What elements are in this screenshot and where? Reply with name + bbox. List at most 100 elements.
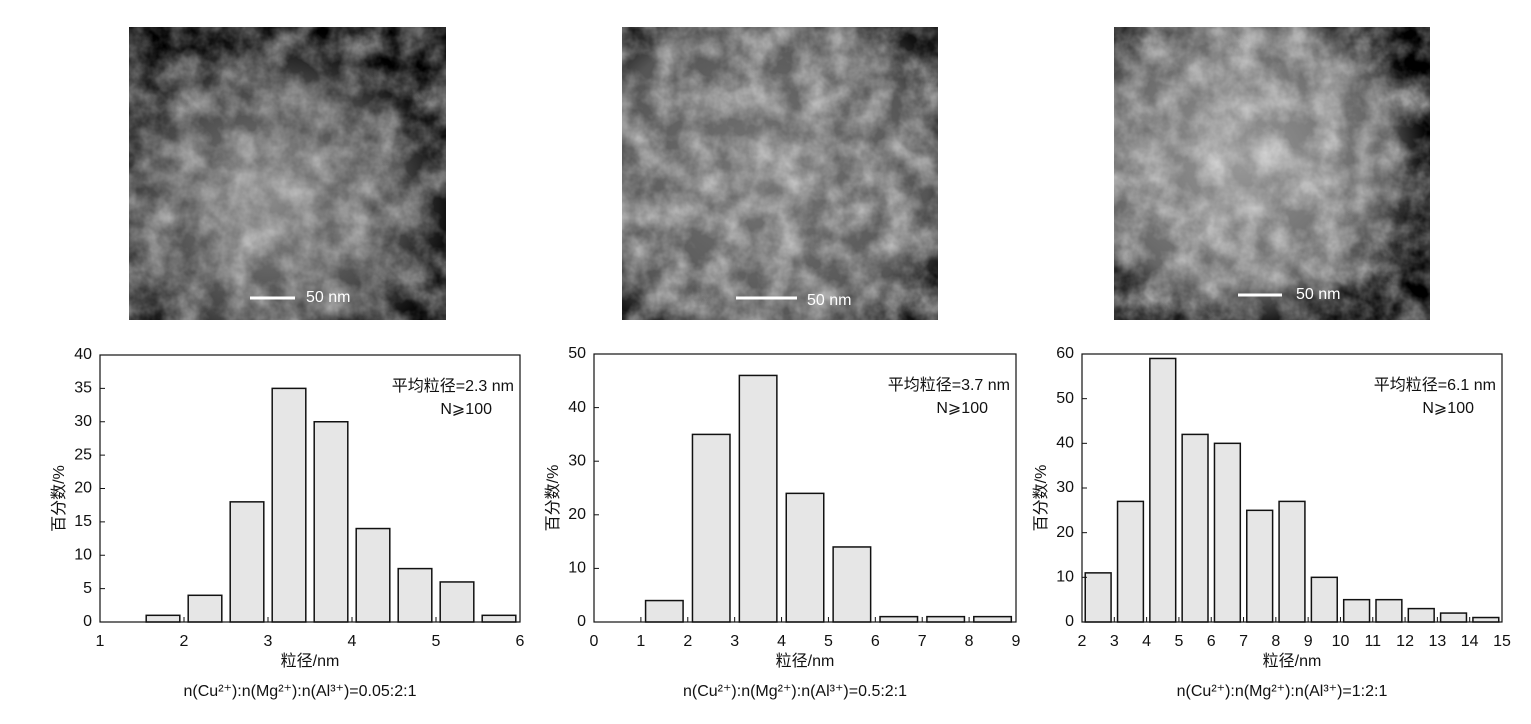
y-tick-label: 0 bbox=[1065, 613, 1074, 630]
x-tick-label: 7 bbox=[918, 633, 927, 650]
x-tick-label: 11 bbox=[1364, 633, 1381, 650]
bar bbox=[229, 501, 265, 623]
y-tick-label: 40 bbox=[1056, 435, 1074, 452]
y-tick-label: 0 bbox=[83, 613, 92, 630]
x-axis-label: 粒径/nm bbox=[1263, 652, 1322, 670]
annotation: 平均粒径=3.7 nm bbox=[888, 376, 1010, 394]
bar bbox=[1213, 442, 1242, 623]
bar bbox=[1246, 509, 1274, 623]
x-tick-label: 8 bbox=[1271, 633, 1280, 650]
x-tick-label: 1 bbox=[96, 633, 105, 650]
y-tick-label: 10 bbox=[568, 560, 586, 577]
x-tick-label: 2 bbox=[180, 633, 189, 650]
x-tick-label: 0 bbox=[590, 633, 599, 650]
x-tick-label: 6 bbox=[516, 633, 525, 650]
x-tick-label: 4 bbox=[777, 633, 786, 650]
bar bbox=[355, 527, 391, 623]
bar bbox=[738, 374, 778, 623]
bar bbox=[313, 421, 349, 623]
y-tick-label: 20 bbox=[74, 480, 92, 497]
x-tick-label: 1 bbox=[636, 633, 645, 650]
bar bbox=[1342, 598, 1371, 623]
annotation: N⩾100 bbox=[440, 401, 492, 418]
x-tick-label: 3 bbox=[730, 633, 739, 650]
y-axis-label: 百分数/% bbox=[1032, 465, 1050, 532]
bar bbox=[1278, 500, 1306, 623]
bar bbox=[1472, 616, 1500, 623]
bar bbox=[1181, 433, 1209, 623]
bar bbox=[926, 615, 966, 623]
annotation: N⩾100 bbox=[1422, 400, 1474, 417]
scale-bar-label: 50 nm bbox=[807, 292, 851, 309]
bar bbox=[187, 594, 223, 623]
x-tick-label: 9 bbox=[1012, 633, 1021, 650]
bar bbox=[644, 599, 684, 623]
y-tick-label: 10 bbox=[1056, 569, 1074, 586]
bar bbox=[785, 492, 825, 623]
y-tick-label: 50 bbox=[1056, 390, 1074, 407]
x-tick-label: 5 bbox=[1174, 633, 1183, 650]
y-tick-label: 10 bbox=[74, 546, 92, 563]
bar bbox=[973, 615, 1013, 623]
y-tick-label: 5 bbox=[83, 580, 92, 597]
annotation: 平均粒径=6.1 nm bbox=[1374, 376, 1496, 394]
annotation: N⩾100 bbox=[936, 400, 988, 417]
y-tick-label: 20 bbox=[568, 506, 586, 523]
micrograph: 50 nm bbox=[129, 27, 446, 320]
x-tick-label: 15 bbox=[1493, 633, 1511, 650]
y-axis-label: 百分数/% bbox=[50, 465, 68, 532]
y-tick-label: 50 bbox=[568, 345, 586, 362]
x-axis-label: 粒径/nm bbox=[776, 652, 835, 670]
bar bbox=[481, 614, 517, 623]
bar bbox=[1407, 607, 1435, 623]
bar bbox=[1310, 576, 1338, 623]
y-tick-label: 30 bbox=[74, 413, 92, 430]
bar bbox=[1149, 357, 1177, 623]
y-tick-label: 15 bbox=[74, 513, 92, 530]
y-tick-label: 0 bbox=[577, 613, 586, 630]
y-axis-label: 百分数/% bbox=[544, 465, 562, 532]
x-tick-label: 4 bbox=[348, 633, 357, 650]
y-tick-label: 30 bbox=[568, 452, 586, 469]
y-tick-label: 30 bbox=[1056, 479, 1074, 496]
bar bbox=[145, 614, 181, 623]
scale-bar-label: 50 nm bbox=[306, 289, 350, 306]
x-tick-label: 6 bbox=[1207, 633, 1216, 650]
x-tick-label: 5 bbox=[824, 633, 833, 650]
x-tick-label: 12 bbox=[1396, 633, 1414, 650]
y-tick-label: 35 bbox=[74, 380, 92, 397]
x-tick-label: 6 bbox=[871, 633, 880, 650]
bar bbox=[832, 546, 872, 623]
y-tick-label: 60 bbox=[1056, 345, 1074, 362]
bar bbox=[1084, 572, 1112, 623]
y-tick-label: 40 bbox=[74, 346, 92, 363]
scale-bar-label: 50 nm bbox=[1296, 286, 1340, 303]
caption: n(Cu²⁺):n(Mg²⁺):n(Al³⁺)=0.5:2:1 bbox=[683, 683, 907, 700]
bar bbox=[397, 567, 433, 623]
x-tick-label: 9 bbox=[1304, 633, 1313, 650]
micrograph: 50 nm bbox=[1114, 27, 1430, 320]
x-tick-label: 7 bbox=[1239, 633, 1248, 650]
annotation: 平均粒径=2.3 nm bbox=[392, 377, 514, 395]
bar bbox=[879, 615, 919, 623]
bar bbox=[271, 387, 307, 623]
x-tick-label: 4 bbox=[1142, 633, 1151, 650]
x-tick-label: 10 bbox=[1332, 633, 1350, 650]
bar bbox=[691, 433, 731, 623]
bar bbox=[1439, 612, 1468, 623]
x-tick-label: 3 bbox=[264, 633, 273, 650]
x-tick-label: 2 bbox=[1078, 633, 1087, 650]
x-axis-label: 粒径/nm bbox=[281, 652, 340, 670]
y-tick-label: 20 bbox=[1056, 524, 1074, 541]
caption: n(Cu²⁺):n(Mg²⁺):n(Al³⁺)=0.05:2:1 bbox=[184, 683, 417, 700]
x-tick-label: 13 bbox=[1428, 633, 1446, 650]
micrograph: 50 nm bbox=[622, 27, 938, 320]
y-tick-label: 25 bbox=[74, 446, 92, 463]
x-tick-label: 14 bbox=[1461, 633, 1479, 650]
x-tick-label: 8 bbox=[965, 633, 974, 650]
plot-frame bbox=[593, 353, 1017, 623]
x-tick-label: 3 bbox=[1110, 633, 1119, 650]
bar bbox=[1116, 500, 1145, 623]
x-tick-label: 2 bbox=[683, 633, 692, 650]
